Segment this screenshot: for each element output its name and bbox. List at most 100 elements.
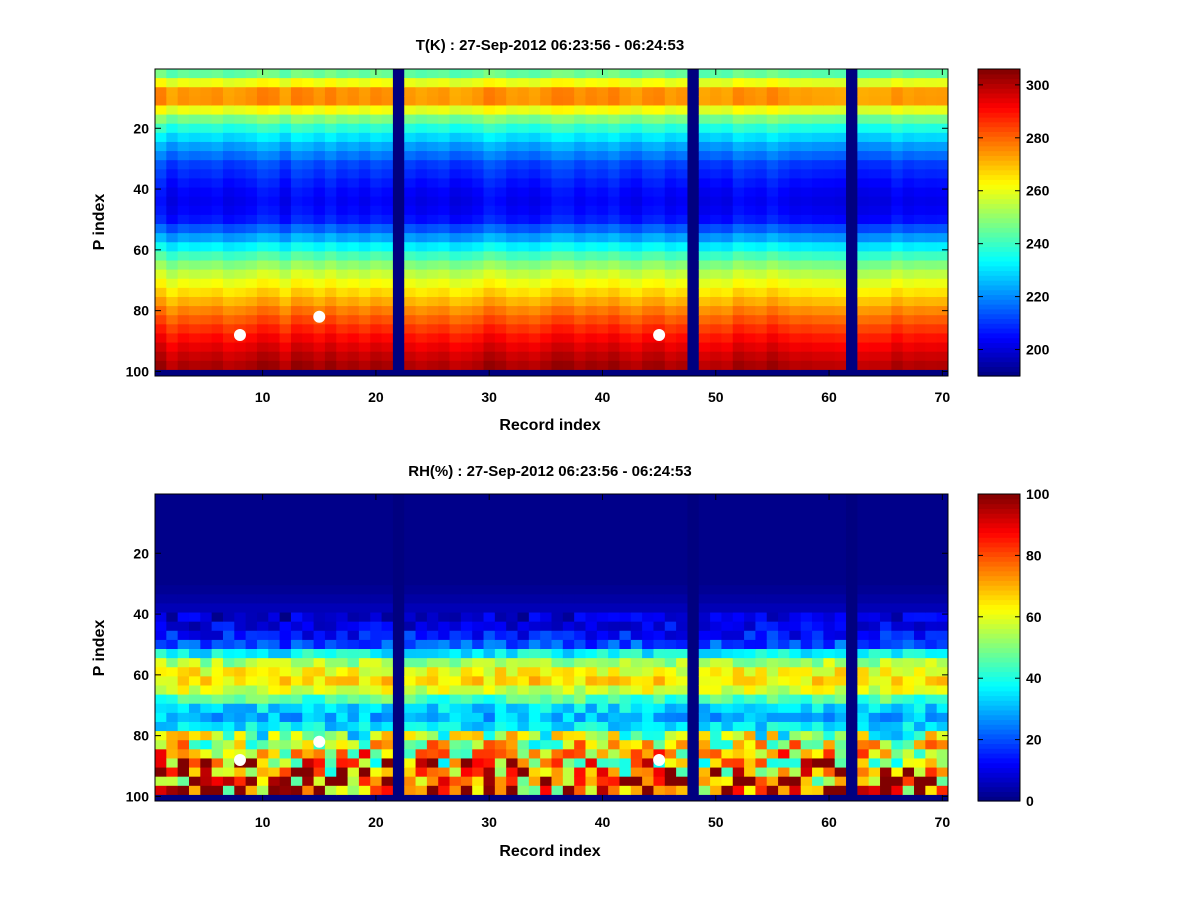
heatmap-cell xyxy=(290,685,303,696)
heatmap-cell xyxy=(562,69,575,79)
heatmap-cell xyxy=(902,69,915,79)
heatmap-cell xyxy=(755,306,768,316)
heatmap-cell xyxy=(358,169,371,179)
heatmap-cell xyxy=(302,703,315,714)
heatmap-cell xyxy=(914,351,926,362)
heatmap-cell xyxy=(381,685,394,696)
heatmap-cell xyxy=(358,776,371,787)
heatmap-cell xyxy=(200,96,213,106)
heatmap-cell xyxy=(358,324,371,334)
heatmap-cell xyxy=(415,758,428,769)
heatmap-cell xyxy=(891,694,904,705)
heatmap-cell xyxy=(381,712,394,723)
heatmap-cell xyxy=(256,649,269,659)
heatmap-cell xyxy=(404,151,417,161)
heatmap-cell xyxy=(245,351,258,362)
heatmap-cell xyxy=(698,196,711,207)
temperature-x-ticks: 10 20 30 40 50 60 70 xyxy=(255,69,950,405)
heatmap-cell xyxy=(188,196,201,207)
heatmap-cell xyxy=(313,287,326,298)
heatmap-cell xyxy=(449,685,462,696)
heatmap-cell xyxy=(279,196,292,207)
heatmap-cell xyxy=(574,576,586,586)
heatmap-cell xyxy=(234,794,247,802)
heatmap-cell xyxy=(517,278,530,289)
heatmap-cell xyxy=(268,342,281,353)
heatmap-cell xyxy=(426,494,439,504)
heatmap-cell xyxy=(551,539,564,550)
heatmap-cell xyxy=(710,539,722,550)
heatmap-cell xyxy=(789,521,802,531)
heatmap-cell xyxy=(902,369,915,377)
heatmap-cell xyxy=(222,233,235,243)
heatmap-cell xyxy=(778,178,790,189)
heatmap-cell xyxy=(426,585,439,595)
heatmap-cell xyxy=(472,630,485,641)
heatmap-cell xyxy=(732,776,745,787)
heatmap-cell xyxy=(494,296,507,307)
heatmap-cell xyxy=(540,87,552,97)
heatmap-cell xyxy=(449,667,462,677)
heatmap-cell xyxy=(472,278,485,289)
heatmap-cell xyxy=(642,749,654,759)
heatmap-cell xyxy=(834,530,847,541)
heatmap-cell xyxy=(766,612,779,623)
heatmap-cell xyxy=(880,512,892,522)
heatmap-cell xyxy=(245,667,258,677)
colorbar-segment xyxy=(978,126,1020,132)
heatmap-cell xyxy=(336,512,349,522)
heatmap-cell xyxy=(472,123,485,134)
heatmap-cell xyxy=(812,205,824,216)
heatmap-cell xyxy=(630,767,643,778)
heatmap-cell xyxy=(483,160,496,170)
heatmap-cell xyxy=(914,767,926,778)
heatmap-cell xyxy=(812,269,824,280)
heatmap-cell xyxy=(438,296,451,307)
heatmap-cell xyxy=(222,187,235,198)
heatmap-cell xyxy=(880,785,892,796)
heatmap-cell xyxy=(676,658,688,668)
heatmap-cell xyxy=(324,658,337,668)
heatmap-cell xyxy=(426,196,439,207)
heatmap-cell xyxy=(290,369,303,377)
heatmap-cell xyxy=(868,287,881,298)
heatmap-cell xyxy=(517,251,530,261)
heatmap-cell xyxy=(256,151,269,161)
heatmap-cell xyxy=(642,342,654,353)
heatmap-cell xyxy=(732,721,745,732)
heatmap-cell xyxy=(551,566,564,577)
heatmap-cell xyxy=(302,539,315,550)
heatmap-cell xyxy=(630,658,643,668)
heatmap-cell xyxy=(744,151,756,161)
heatmap-cell xyxy=(245,151,258,161)
heatmap-cell xyxy=(585,776,598,787)
heatmap-cell xyxy=(914,96,926,106)
heatmap-cell xyxy=(506,342,519,353)
heatmap-cell xyxy=(585,96,598,106)
heatmap-cell xyxy=(324,721,337,732)
heatmap-cell xyxy=(188,269,201,280)
heatmap-cell xyxy=(200,767,213,778)
heatmap-cell xyxy=(653,731,666,741)
heatmap-cell xyxy=(562,260,575,271)
heatmap-cell xyxy=(585,676,598,686)
heatmap-cell xyxy=(336,576,349,586)
heatmap-cell xyxy=(188,132,201,143)
heatmap-cell xyxy=(177,315,190,325)
heatmap-cell xyxy=(732,503,745,513)
heatmap-cell xyxy=(256,685,269,696)
heatmap-cell xyxy=(313,224,326,234)
heatmap-cell xyxy=(506,603,519,614)
heatmap-cell xyxy=(834,694,847,705)
heatmap-cell xyxy=(800,639,813,650)
heatmap-cell xyxy=(834,767,847,778)
heatmap-cell xyxy=(562,585,575,595)
heatmap-cell xyxy=(653,132,666,143)
heatmap-cell xyxy=(608,187,620,198)
heatmap-cell xyxy=(812,324,824,334)
heatmap-cell xyxy=(302,233,315,243)
heatmap-cell xyxy=(857,758,870,769)
heatmap-cell xyxy=(789,169,802,179)
heatmap-cell xyxy=(800,324,813,334)
heatmap-cell xyxy=(256,548,269,559)
